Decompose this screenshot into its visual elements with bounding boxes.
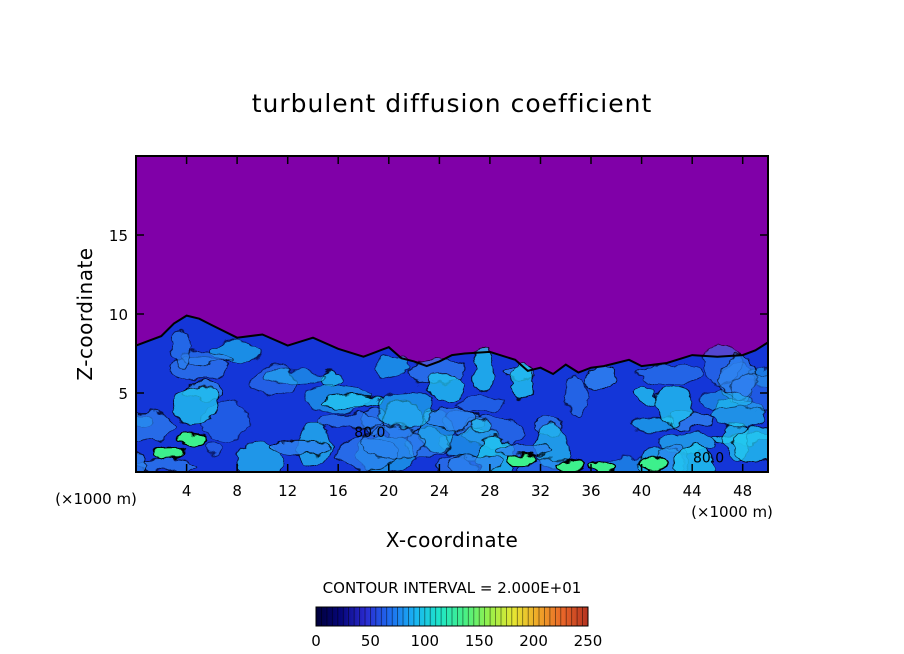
colorbar-tick-label: 250 [574, 632, 603, 650]
colorbar-tick-label: 50 [361, 632, 380, 650]
turbulent-eddy [510, 362, 534, 400]
turbulent-eddy [638, 364, 702, 384]
high-value-patch [152, 446, 183, 460]
turbulent-eddy [732, 424, 768, 464]
x-axis-label: X-coordinate [386, 528, 519, 552]
contour-line-edge [136, 314, 768, 376]
colorbar: 0 50 100 150 200 250 [311, 606, 603, 650]
turbulent-eddy [584, 365, 617, 390]
turbulent-eddy [634, 387, 660, 407]
x-tick-label: 32 [531, 482, 550, 500]
x-tick-label: 40 [632, 482, 651, 500]
high-value-patch [588, 460, 619, 472]
x-tick-label: 16 [329, 482, 348, 500]
x-tick-label: 20 [379, 482, 398, 500]
turbulent-eddy [656, 385, 693, 425]
turbulent-eddy [449, 454, 502, 472]
contour-interval-text: CONTOUR INTERVAL = 2.000E+01 [323, 579, 582, 597]
turbulent-eddy [322, 396, 384, 408]
x-tick-label: 4 [182, 482, 192, 500]
turbulent-eddy [269, 440, 329, 456]
x-unit-right: (×1000 m) [691, 503, 773, 521]
chart-title: turbulent diffusion coefficient [252, 89, 653, 118]
turbulent-eddy [204, 442, 222, 457]
y-tick-label: 5 [118, 385, 128, 403]
turbulent-eddy [377, 390, 435, 429]
turbulent-eddy [564, 374, 589, 417]
colorbar-tick-label: 100 [410, 632, 439, 650]
y-tick-label: 10 [109, 306, 128, 324]
colorbar-tick-label: 200 [519, 632, 548, 650]
turbulent-eddy [171, 328, 192, 368]
contour-label: 80.0 [354, 425, 385, 441]
x-tick-label: 44 [683, 482, 702, 500]
colorbar-frame [315, 606, 589, 627]
colorbar-tick-label: 0 [311, 632, 321, 650]
turbulent-eddy [237, 441, 282, 472]
x-unit-left: (×1000 m) [55, 490, 137, 508]
turbulent-eddy [455, 396, 507, 411]
x-tick-label: 12 [278, 482, 297, 500]
high-value-patch [178, 433, 208, 448]
high-value-patch [639, 455, 669, 470]
turbulent-eddy [170, 385, 220, 423]
turbulent-eddy [425, 373, 465, 402]
contour-label: 80.0 [693, 451, 724, 467]
x-tick-label: 48 [733, 482, 752, 500]
high-value-patch [557, 458, 587, 472]
high-value-patch [506, 452, 537, 467]
y-tick-label: 15 [109, 227, 128, 245]
x-tick-label: 8 [232, 482, 242, 500]
x-tick-label: 36 [581, 482, 600, 500]
x-tick-label: 28 [480, 482, 499, 500]
turbulent-eddy [673, 445, 715, 472]
colorbar-tick-label: 150 [465, 632, 494, 650]
turbulent-eddy [473, 346, 496, 394]
turbulent-eddy [470, 418, 493, 435]
turbulent-eddy [316, 413, 384, 429]
x-tick-label: 24 [430, 482, 449, 500]
turbulent-layer [136, 314, 768, 472]
turbulent-eddy [373, 355, 410, 380]
turbulent-eddy [261, 369, 327, 384]
turbulent-eddy [136, 411, 177, 441]
y-axis-label: Z-coordinate [73, 247, 97, 380]
turbulent-eddy [698, 390, 753, 412]
